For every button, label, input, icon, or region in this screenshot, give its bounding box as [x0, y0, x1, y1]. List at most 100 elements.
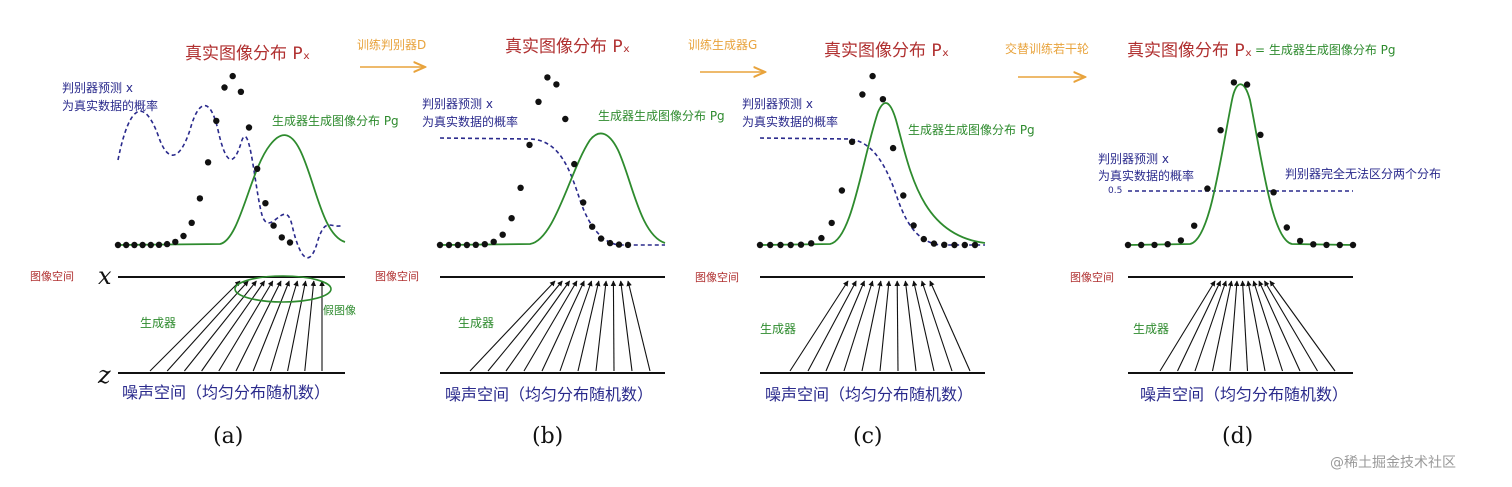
x-axis-label: x — [98, 262, 112, 290]
real-data-dot — [1138, 241, 1145, 249]
real-data-dot — [615, 241, 623, 248]
transition-3: 交替训练若干轮 — [1005, 41, 1089, 77]
generator-curve — [759, 102, 986, 246]
half-value-label: 0.5 — [1108, 186, 1122, 196]
real-data-dots — [436, 74, 632, 249]
mapping-arrow — [1269, 280, 1336, 372]
real-data-dot — [848, 138, 856, 145]
panel-a: 真实图像分布 Pₓ 判别器预测 x 为真实数据的概率 生成器生成图像分布 Pg … — [30, 44, 399, 449]
real-data-dot — [1151, 241, 1158, 249]
mapping-arrow — [1194, 280, 1227, 372]
mapping-arrow — [920, 280, 953, 372]
mapping-arrow — [252, 280, 290, 372]
real-data-dot — [624, 241, 632, 249]
real-data-dot — [606, 239, 614, 247]
generator-curve — [439, 132, 666, 246]
mapping-arrow — [559, 280, 593, 372]
discriminator-curve — [117, 104, 344, 259]
caption-a: (a) — [213, 424, 243, 449]
real-data-dots — [114, 72, 294, 249]
mapping-arrow — [610, 280, 617, 372]
disc-predict-label: 判别器预测 x — [422, 97, 493, 111]
mapping-arrow — [825, 280, 865, 372]
real-data-dot — [278, 234, 285, 241]
real-data-dot — [155, 241, 163, 248]
generator-label: 生成器 — [140, 316, 176, 330]
mapping-arrow — [807, 280, 857, 372]
real-data-dot — [544, 74, 551, 81]
real-data-dot — [930, 240, 938, 247]
real-data-dot — [180, 232, 187, 240]
mapping-arrow — [201, 280, 266, 372]
real-data-dot — [767, 241, 774, 249]
real-data-dot — [889, 144, 897, 152]
mapping-arrow — [1252, 280, 1284, 372]
mapping-arrow — [1229, 280, 1240, 372]
real-data-dot — [490, 238, 497, 245]
real-data-dot — [499, 231, 506, 238]
gen-dist-label: 生成器生成图像分布 Pg — [598, 109, 725, 123]
mapping-arrow — [287, 280, 308, 372]
mapping-arrow — [929, 280, 971, 372]
real-data-dot — [221, 84, 228, 91]
real-data-dots — [756, 72, 979, 249]
real-dist-title: 真实图像分布 Pₓ — [505, 37, 630, 57]
disc-predict-label-2: 为真实数据的概率 — [1098, 168, 1194, 183]
real-data-dot — [204, 159, 212, 166]
mapping-arrow — [1211, 280, 1234, 372]
real-data-dot — [1283, 224, 1291, 231]
real-data-dot — [787, 241, 794, 249]
real-data-dot — [445, 241, 453, 249]
panel-d: 真实图像分布 Pₓ = 生成器生成图像分布 Pg 判别器预测 x 为真实数据的概… — [1070, 41, 1441, 449]
image-space-label: 图像空间 — [375, 269, 419, 283]
generator-label: 生成器 — [458, 316, 494, 330]
disc-predict-label: 判别器预测 x — [742, 97, 813, 111]
caption-d: (d) — [1222, 424, 1253, 449]
mapping-arrow — [894, 280, 900, 372]
watermark: @稀土掘金技术社区 — [1330, 455, 1456, 471]
real-data-dot — [941, 241, 948, 248]
real-dist-title: 真实图像分布 Pₓ — [185, 44, 310, 64]
train-g-label: 训练生成器G — [688, 37, 757, 52]
mapping-arrow — [505, 280, 571, 372]
mapping-arrow — [1177, 280, 1221, 372]
real-data-dot — [163, 240, 171, 248]
real-data-dot — [961, 241, 968, 249]
real-data-dot — [818, 234, 825, 242]
real-data-dot — [463, 241, 471, 249]
real-data-dot — [1349, 241, 1357, 249]
mapping-arrow — [269, 280, 299, 372]
generator-curve — [117, 134, 346, 246]
real-data-dot — [951, 241, 958, 249]
real-data-dot — [553, 81, 560, 88]
caption-c: (c) — [853, 424, 883, 449]
mapping-arrow — [1258, 280, 1301, 372]
real-data-dot — [571, 160, 578, 168]
real-data-dot — [597, 235, 605, 242]
generator-mapping-arrows — [149, 280, 325, 372]
disc-predict-label-2: 为真实数据的概率 — [742, 114, 838, 129]
real-data-dot — [508, 215, 515, 222]
mapping-arrow — [523, 280, 578, 372]
real-data-dot — [286, 239, 294, 246]
real-data-dot — [971, 241, 979, 249]
mapping-arrow — [304, 280, 317, 372]
real-data-dot — [114, 241, 122, 249]
real-data-dot — [1323, 241, 1330, 249]
real-data-dot — [1124, 241, 1132, 249]
alternate-train-label: 交替训练若干轮 — [1005, 41, 1089, 56]
noise-space-label: 噪声空间（均匀分布随机数） — [445, 385, 653, 404]
mapping-arrow — [626, 280, 651, 372]
mapping-arrow — [469, 280, 556, 372]
real-data-dot — [777, 241, 784, 249]
real-data-dot — [213, 117, 220, 125]
gen-dist-label: 生成器生成图像分布 Pg — [272, 114, 399, 128]
mapping-arrow — [843, 280, 874, 372]
mapping-arrow — [149, 280, 241, 372]
real-data-dot — [580, 199, 587, 206]
real-data-dot — [756, 241, 764, 249]
real-data-dot — [123, 241, 130, 249]
mapping-arrow — [1240, 280, 1249, 372]
mapping-arrow — [235, 280, 282, 372]
mapping-arrow — [879, 280, 892, 372]
